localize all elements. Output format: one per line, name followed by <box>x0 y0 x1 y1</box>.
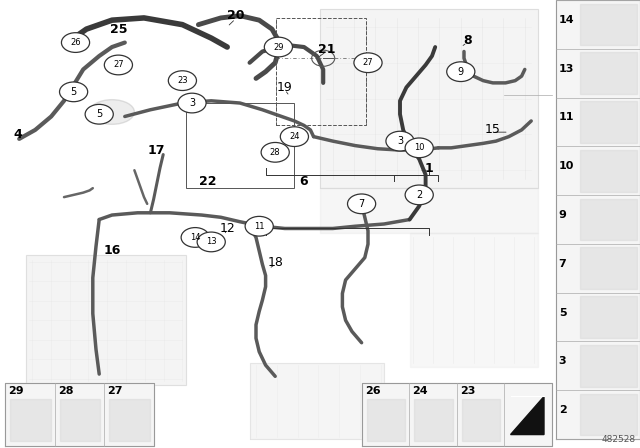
Text: 24: 24 <box>412 386 428 396</box>
Text: 2: 2 <box>416 190 422 200</box>
Polygon shape <box>10 399 51 441</box>
Polygon shape <box>362 383 552 446</box>
Circle shape <box>60 82 88 102</box>
Text: 9: 9 <box>559 210 566 220</box>
Text: 4: 4 <box>13 128 22 141</box>
Text: 7: 7 <box>559 259 566 269</box>
Circle shape <box>197 232 225 252</box>
Text: 3: 3 <box>559 357 566 366</box>
Circle shape <box>181 228 209 247</box>
Text: 3: 3 <box>397 136 403 146</box>
Text: 9: 9 <box>458 67 464 77</box>
Text: 1: 1 <box>424 161 433 175</box>
Circle shape <box>104 55 132 75</box>
Circle shape <box>61 33 90 52</box>
Circle shape <box>354 53 382 73</box>
Circle shape <box>261 142 289 162</box>
Text: 11: 11 <box>254 222 264 231</box>
Text: 20: 20 <box>227 9 244 22</box>
Polygon shape <box>410 233 538 367</box>
Text: 482528: 482528 <box>602 435 636 444</box>
Circle shape <box>85 104 113 124</box>
Polygon shape <box>511 396 544 435</box>
Circle shape <box>447 62 475 82</box>
Text: 6: 6 <box>300 175 308 188</box>
Polygon shape <box>580 247 637 289</box>
Text: 28: 28 <box>58 386 74 396</box>
Text: 12: 12 <box>220 222 235 235</box>
Text: 10: 10 <box>414 143 424 152</box>
Text: 5: 5 <box>96 109 102 119</box>
Polygon shape <box>367 399 405 441</box>
Text: 13: 13 <box>559 64 574 73</box>
Polygon shape <box>580 101 637 143</box>
Text: 7: 7 <box>358 199 365 209</box>
Text: 17: 17 <box>148 143 166 157</box>
Polygon shape <box>580 150 637 192</box>
Text: 16: 16 <box>103 244 121 258</box>
Text: 5: 5 <box>559 308 566 318</box>
Text: 27: 27 <box>113 60 124 69</box>
Polygon shape <box>580 394 637 435</box>
Text: 28: 28 <box>270 148 280 157</box>
Text: 24: 24 <box>289 132 300 141</box>
Circle shape <box>348 194 376 214</box>
Text: 3: 3 <box>189 98 195 108</box>
Polygon shape <box>320 188 538 233</box>
Text: 5: 5 <box>70 87 77 97</box>
Text: 13: 13 <box>206 237 216 246</box>
Bar <box>276 18 366 125</box>
Polygon shape <box>414 399 453 441</box>
Text: 11: 11 <box>559 112 574 122</box>
Polygon shape <box>109 399 150 441</box>
Polygon shape <box>5 383 154 446</box>
Polygon shape <box>320 9 538 188</box>
Text: 26: 26 <box>365 386 380 396</box>
Polygon shape <box>580 296 637 338</box>
Circle shape <box>280 127 308 146</box>
Text: 29: 29 <box>273 43 284 52</box>
Circle shape <box>178 93 206 113</box>
Text: 23: 23 <box>177 76 188 85</box>
Text: 18: 18 <box>268 255 283 269</box>
Text: 15: 15 <box>485 123 500 137</box>
Circle shape <box>168 71 196 90</box>
Polygon shape <box>26 255 186 385</box>
Text: 26: 26 <box>70 38 81 47</box>
Text: 8: 8 <box>463 34 472 47</box>
Text: 19: 19 <box>277 81 292 94</box>
Text: 29: 29 <box>8 386 24 396</box>
Polygon shape <box>60 399 100 441</box>
Bar <box>186 103 294 188</box>
Polygon shape <box>580 52 637 94</box>
Text: 14: 14 <box>559 15 574 25</box>
Text: 2: 2 <box>559 405 566 415</box>
Polygon shape <box>556 0 640 439</box>
Text: 22: 22 <box>199 175 217 188</box>
Text: 25: 25 <box>109 22 127 36</box>
Polygon shape <box>580 199 637 240</box>
Text: 21: 21 <box>317 43 335 56</box>
Circle shape <box>386 131 414 151</box>
Polygon shape <box>250 363 384 439</box>
Circle shape <box>264 37 292 57</box>
Polygon shape <box>580 345 637 387</box>
Polygon shape <box>580 4 637 45</box>
Ellipse shape <box>90 99 134 124</box>
Circle shape <box>245 216 273 236</box>
Text: 27: 27 <box>108 386 123 396</box>
Text: 14: 14 <box>190 233 200 242</box>
Text: 27: 27 <box>363 58 373 67</box>
Circle shape <box>405 138 433 158</box>
Text: 10: 10 <box>559 161 574 171</box>
Polygon shape <box>462 399 500 441</box>
Circle shape <box>405 185 433 205</box>
Text: 23: 23 <box>460 386 476 396</box>
